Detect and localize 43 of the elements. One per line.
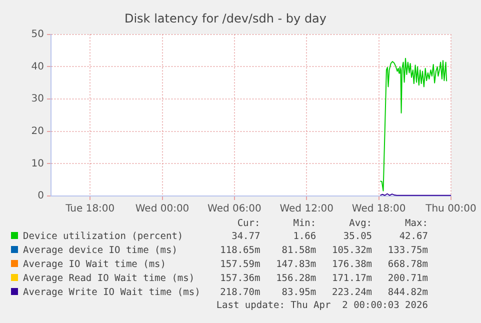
x-tick-label: Tue 18:00 [64, 204, 115, 215]
text: 223.24m [330, 286, 374, 300]
y-tick-label: 30 [31, 94, 44, 105]
text: Cur: [236, 218, 262, 230]
text: 157.36m [219, 272, 262, 286]
y-tick-label: 20 [31, 126, 44, 137]
text: 35.05 [342, 230, 374, 244]
text: 157.59m [219, 258, 262, 272]
text: 1.66 [292, 230, 318, 244]
text: Max: [404, 218, 429, 230]
text: 83.95m [280, 286, 318, 300]
text: 118.65m [219, 244, 262, 258]
text: 133.75m [386, 244, 429, 258]
legend-label: Average IO Wait time (ms) [23, 259, 166, 270]
legend-label: Average Write IO Wait time (ms) [23, 287, 200, 298]
x-tick-label: Wed 00:00 [135, 204, 190, 215]
text: 81.58m [280, 244, 318, 258]
y-tick-label: 10 [31, 158, 44, 170]
y-tick-label: 0 [38, 190, 44, 202]
text: 176.38m [330, 258, 374, 272]
text: 200.71m [386, 272, 429, 286]
legend-label: Average device IO time (ms) [23, 245, 178, 256]
text: Avg: [348, 218, 374, 230]
legend-label: Device utilization (percent) [23, 231, 184, 242]
x-tick-label: Wed 06:00 [208, 204, 262, 215]
x-tick-label: Thu 00:00 [424, 204, 476, 215]
text: 105.32m [330, 244, 374, 258]
text: 218.70m [219, 286, 262, 300]
text: 34.77 [230, 230, 262, 244]
x-tick-label: Wed 12:00 [280, 204, 334, 215]
y-tick-label: 40 [31, 61, 44, 72]
chart-title: Disk latency for /dev/sdh - by day [124, 11, 327, 26]
text: Min: [292, 218, 318, 230]
x-tick-label: Wed 18:00 [352, 204, 406, 215]
text: 156.28m [275, 272, 318, 286]
text: 844.82m [386, 286, 429, 300]
text: 42.67 [398, 230, 429, 244]
text: 171.17m [330, 272, 374, 286]
text: Last update: Thu Apr 2 00:00:03 2026 [215, 300, 429, 312]
legend-label: Average Read IO Wait time (ms) [23, 273, 195, 284]
text: 668.78m [386, 258, 429, 272]
text: 147.83m [275, 258, 318, 272]
y-tick-label: 50 [31, 28, 44, 40]
